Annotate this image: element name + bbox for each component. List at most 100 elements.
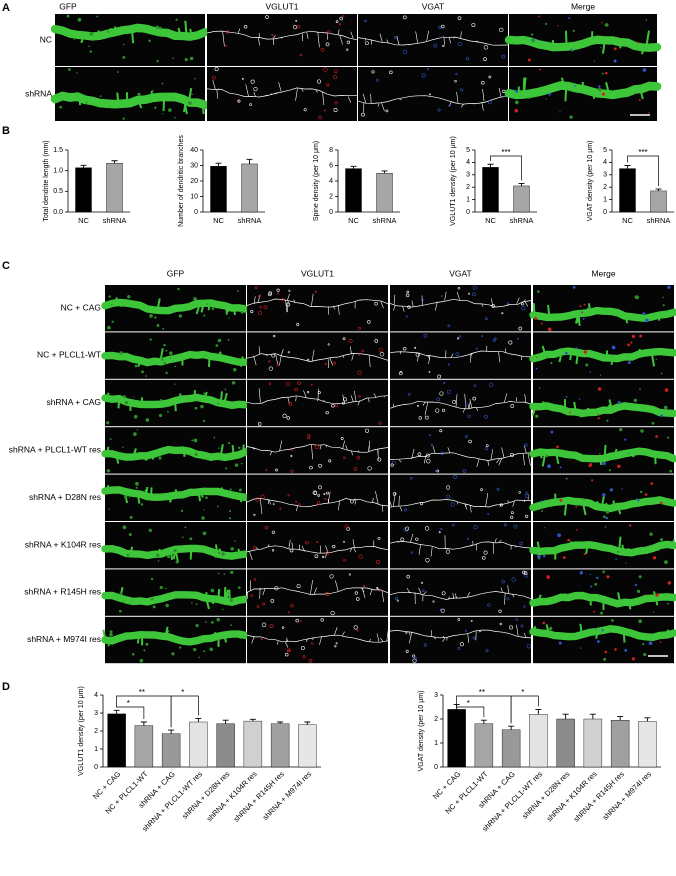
bar (75, 167, 92, 213)
micrograph-detail (206, 67, 358, 120)
y-axis-label: VGAT density (per 10 μm) (418, 691, 425, 772)
puncta (195, 623, 199, 628)
puncta (110, 303, 113, 306)
error-bar (518, 183, 525, 186)
dendrite (357, 95, 509, 105)
puncta (499, 27, 504, 33)
spine (428, 354, 431, 357)
spine (239, 361, 244, 368)
y-tick-label: 0.5 (53, 188, 63, 195)
spine (607, 93, 611, 98)
puncta (143, 649, 146, 652)
spine (446, 637, 448, 641)
puncta (145, 375, 147, 377)
puncta (257, 422, 262, 426)
spine (547, 304, 551, 318)
puncta (484, 414, 488, 419)
puncta (154, 316, 157, 319)
puncta (299, 620, 302, 623)
spine (442, 637, 446, 642)
puncta (270, 599, 275, 603)
spine (279, 355, 282, 366)
spine (170, 551, 173, 560)
panel-label: C (2, 260, 10, 272)
puncta (316, 541, 319, 544)
puncta (467, 414, 471, 418)
puncta (570, 48, 573, 51)
puncta (538, 386, 541, 389)
puncta (600, 611, 604, 615)
puncta (487, 512, 490, 515)
puncta (299, 53, 303, 57)
dendrite (389, 499, 532, 508)
spine (507, 500, 509, 503)
row-label: shRNA (25, 88, 52, 98)
spine (645, 30, 650, 48)
spine (627, 602, 632, 610)
puncta (405, 649, 409, 653)
spine (527, 453, 531, 466)
puncta (597, 87, 602, 92)
spine (472, 540, 474, 545)
spine (587, 407, 591, 414)
bar (298, 724, 317, 768)
micrograph-detail (101, 429, 250, 473)
puncta (426, 458, 431, 464)
puncta (627, 452, 630, 455)
puncta (435, 408, 440, 413)
puncta (502, 89, 506, 94)
puncta (122, 446, 124, 448)
dendrite (101, 591, 250, 606)
spine (149, 487, 153, 498)
puncta (535, 409, 538, 412)
dendrite (529, 591, 676, 608)
y-tick-label: 0.0 (53, 209, 63, 216)
puncta (331, 403, 335, 408)
spine (668, 349, 673, 354)
puncta (250, 79, 255, 84)
puncta (535, 414, 539, 418)
spine (426, 30, 429, 42)
spine (194, 32, 198, 36)
puncta (645, 318, 649, 323)
puncta (325, 42, 330, 47)
micrograph-detail (246, 618, 389, 663)
puncta (405, 315, 408, 318)
spine (430, 547, 433, 557)
puncta (573, 85, 576, 87)
panel-label: D (2, 681, 10, 693)
puncta (468, 292, 470, 295)
spine (652, 634, 656, 638)
puncta (667, 602, 669, 605)
puncta (464, 629, 467, 632)
dendrite (529, 306, 676, 323)
bar (134, 725, 154, 768)
puncta (180, 509, 184, 513)
puncta (441, 408, 446, 412)
puncta (364, 19, 367, 23)
x-tick-label: shRNA + K104R res (545, 769, 599, 823)
puncta (237, 99, 241, 103)
puncta (162, 327, 165, 330)
error-bar (215, 162, 222, 167)
puncta (169, 351, 173, 356)
error-bar (480, 719, 487, 724)
spine (406, 587, 410, 593)
puncta (576, 529, 578, 531)
puncta (156, 59, 159, 63)
puncta (455, 72, 458, 76)
puncta (355, 597, 360, 601)
puncta (193, 297, 197, 301)
micrograph (247, 332, 388, 379)
dendrite (206, 87, 358, 98)
puncta (328, 459, 332, 463)
puncta (548, 626, 553, 631)
spine (115, 455, 120, 464)
spine (164, 629, 170, 638)
puncta (545, 98, 547, 100)
puncta (213, 436, 216, 439)
puncta (173, 548, 177, 553)
puncta (325, 591, 330, 596)
x-tick-label: NC (622, 216, 633, 225)
puncta (357, 370, 362, 375)
